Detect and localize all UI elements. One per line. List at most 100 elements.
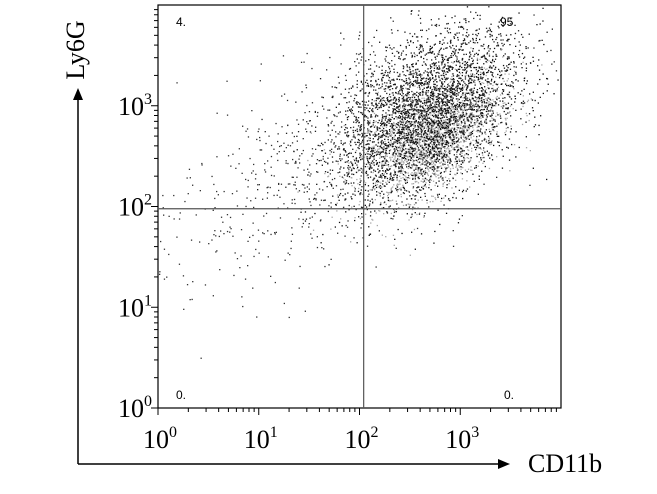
event-point: [414, 125, 416, 127]
event-point: [473, 100, 475, 102]
event-point: [472, 60, 474, 62]
event-point: [463, 117, 465, 120]
event-point: [476, 72, 478, 75]
event-point: [391, 127, 393, 129]
event-point: [438, 170, 440, 172]
event-point: [371, 146, 373, 148]
event-point: [365, 81, 367, 84]
event-point: [411, 183, 413, 185]
event-point: [424, 99, 426, 102]
event-point: [354, 217, 356, 219]
event-point: [433, 166, 435, 169]
event-point: [357, 170, 360, 172]
event-point: [457, 140, 459, 142]
event-point: [540, 115, 542, 117]
event-point: [378, 106, 381, 109]
event-point: [404, 113, 406, 115]
event-point: [387, 87, 389, 89]
event-point: [431, 108, 433, 110]
event-point: [430, 176, 433, 178]
event-point: [361, 141, 363, 143]
event-point: [414, 138, 417, 140]
event-point: [398, 147, 400, 149]
event-point: [485, 74, 487, 77]
event-point: [440, 143, 442, 145]
event-point: [394, 149, 396, 151]
event-point: [459, 21, 461, 24]
event-point: [408, 144, 410, 146]
event-point: [400, 162, 402, 164]
event-point: [506, 69, 508, 71]
event-point: [504, 97, 506, 99]
event-point: [478, 28, 480, 30]
event-point: [442, 61, 444, 63]
event-point: [488, 60, 490, 62]
event-point: [392, 99, 394, 101]
event-point: [477, 142, 480, 144]
event-point: [392, 145, 394, 148]
event-point: [426, 115, 429, 118]
event-point: [470, 137, 472, 139]
event-point: [459, 116, 461, 118]
event-point: [424, 183, 426, 186]
event-point: [366, 122, 369, 124]
event-point: [372, 171, 374, 174]
event-point: [493, 119, 495, 121]
event-point: [424, 148, 426, 150]
event-point: [426, 166, 428, 168]
event-point: [386, 211, 388, 213]
event-point: [412, 174, 414, 177]
event-point: [457, 145, 460, 147]
event-point: [465, 21, 467, 24]
event-point: [450, 108, 453, 110]
event-point: [460, 96, 462, 99]
event-point: [488, 50, 490, 52]
event-point: [483, 82, 485, 84]
event-point: [398, 78, 401, 81]
event-point: [433, 165, 435, 168]
event-point: [443, 125, 445, 127]
event-point: [451, 52, 453, 55]
event-point: [448, 107, 451, 109]
event-point: [347, 131, 349, 133]
event-point: [447, 58, 449, 60]
event-point: [449, 142, 451, 144]
event-point: [365, 206, 368, 208]
event-point: [439, 106, 441, 108]
event-point: [465, 106, 467, 108]
event-point: [398, 92, 400, 94]
event-point: [415, 152, 417, 154]
event-point: [464, 96, 466, 98]
event-point: [408, 133, 410, 136]
event-point: [425, 164, 428, 166]
event-point: [405, 78, 407, 80]
event-point: [428, 206, 430, 208]
event-point: [361, 168, 363, 170]
event-point: [403, 135, 405, 137]
event-point: [422, 162, 424, 164]
event-point: [406, 161, 408, 163]
event-point: [518, 12, 520, 14]
event-point: [468, 100, 470, 102]
event-point: [448, 198, 450, 200]
event-point: [448, 129, 451, 132]
event-point: [379, 122, 382, 124]
event-point: [448, 69, 450, 72]
event-point: [460, 116, 462, 118]
event-point: [407, 135, 410, 137]
event-point: [453, 36, 455, 38]
event-point: [379, 154, 381, 157]
event-point: [461, 72, 464, 74]
event-point: [522, 61, 524, 63]
event-point: [378, 171, 380, 173]
event-point: [481, 122, 483, 124]
event-point: [354, 151, 357, 154]
event-point: [420, 196, 422, 198]
event-point: [461, 74, 463, 77]
event-point: [396, 126, 398, 129]
event-point: [423, 133, 425, 135]
event-point: [472, 48, 474, 50]
event-point: [449, 93, 451, 95]
event-point: [410, 103, 413, 105]
event-point: [461, 152, 463, 154]
